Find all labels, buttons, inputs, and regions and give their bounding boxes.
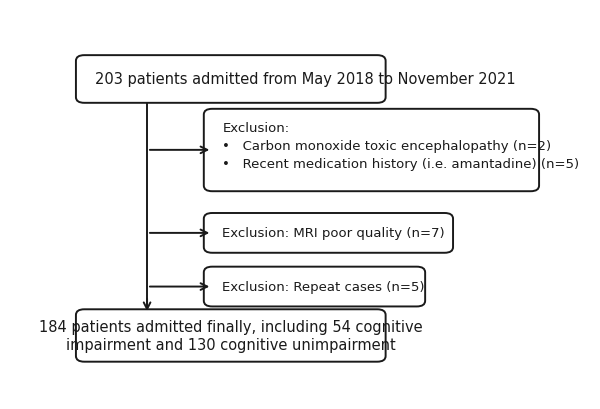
FancyBboxPatch shape bbox=[204, 213, 453, 253]
Text: Exclusion: MRI poor quality (n=7): Exclusion: MRI poor quality (n=7) bbox=[223, 227, 445, 240]
FancyBboxPatch shape bbox=[76, 56, 386, 103]
Text: •   Recent medication history (i.e. amantadine) (n=5): • Recent medication history (i.e. amanta… bbox=[223, 157, 580, 171]
Text: Exclusion:: Exclusion: bbox=[223, 122, 290, 135]
Text: 184 patients admitted finally, including 54 cognitive
impairment and 130 cogniti: 184 patients admitted finally, including… bbox=[39, 319, 422, 352]
FancyBboxPatch shape bbox=[204, 267, 425, 307]
Text: Exclusion: Repeat cases (n=5): Exclusion: Repeat cases (n=5) bbox=[223, 280, 425, 293]
FancyBboxPatch shape bbox=[76, 310, 386, 362]
Text: 203 patients admitted from May 2018 to November 2021: 203 patients admitted from May 2018 to N… bbox=[95, 72, 515, 87]
Text: •   Carbon monoxide toxic encephalopathy (n=2): • Carbon monoxide toxic encephalopathy (… bbox=[223, 139, 551, 152]
FancyBboxPatch shape bbox=[204, 110, 539, 192]
